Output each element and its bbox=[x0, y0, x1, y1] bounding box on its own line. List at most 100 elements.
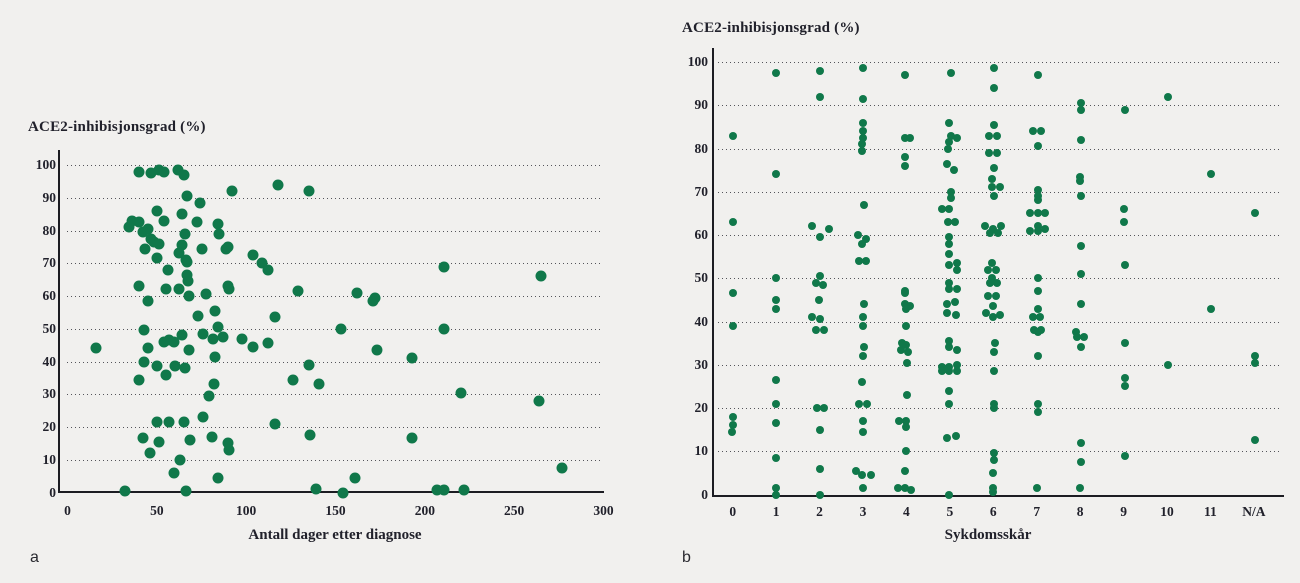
data-point bbox=[988, 259, 997, 268]
data-point bbox=[1033, 192, 1042, 201]
data-point bbox=[303, 185, 315, 197]
data-point bbox=[772, 375, 781, 384]
data-point bbox=[902, 321, 911, 330]
data-point bbox=[1250, 436, 1259, 445]
data-point bbox=[223, 444, 235, 456]
data-point bbox=[944, 367, 953, 376]
data-point bbox=[269, 311, 281, 323]
x-tick-label: 5 bbox=[946, 503, 954, 519]
data-point bbox=[990, 455, 999, 464]
data-point bbox=[944, 205, 953, 214]
data-point bbox=[1077, 99, 1086, 108]
y-tick-label: 50 bbox=[42, 320, 57, 336]
data-point bbox=[989, 224, 998, 233]
data-point bbox=[858, 133, 867, 142]
data-point bbox=[993, 131, 1002, 140]
data-point bbox=[903, 391, 912, 400]
data-point bbox=[172, 164, 184, 176]
data-point bbox=[990, 64, 999, 73]
y-tick-label: 80 bbox=[42, 222, 57, 238]
data-point bbox=[292, 285, 304, 297]
data-point bbox=[858, 94, 867, 103]
data-point bbox=[853, 231, 862, 239]
data-point bbox=[212, 472, 224, 484]
data-point bbox=[151, 360, 163, 372]
y-gridline bbox=[718, 321, 1280, 323]
data-point bbox=[901, 161, 910, 170]
x-tick-label: 4 bbox=[903, 503, 910, 519]
data-point bbox=[952, 285, 961, 294]
figure-a-y-axis-title: ACE2-inhibisjonsgrad (%) bbox=[28, 119, 206, 135]
data-point bbox=[772, 304, 781, 313]
data-point bbox=[438, 323, 450, 335]
data-point bbox=[1033, 70, 1042, 79]
data-point bbox=[857, 471, 866, 480]
data-point bbox=[153, 436, 165, 448]
data-point bbox=[897, 345, 906, 354]
x-tick-label: 150 bbox=[325, 503, 346, 518]
data-point bbox=[1076, 176, 1085, 185]
data-point bbox=[217, 331, 229, 343]
data-point bbox=[944, 285, 953, 294]
data-point bbox=[182, 275, 194, 287]
data-point bbox=[212, 321, 224, 333]
data-point bbox=[815, 425, 824, 434]
data-point bbox=[287, 374, 299, 385]
y-gridline bbox=[67, 296, 601, 297]
data-point bbox=[901, 70, 910, 79]
data-point bbox=[174, 454, 186, 466]
data-point bbox=[952, 360, 961, 369]
data-point bbox=[438, 261, 450, 273]
data-point bbox=[902, 447, 911, 456]
data-point bbox=[438, 484, 450, 496]
data-point bbox=[811, 278, 820, 287]
data-point bbox=[144, 447, 156, 459]
data-point bbox=[937, 367, 946, 376]
x-tick-label: 6 bbox=[989, 503, 997, 519]
data-point bbox=[990, 399, 999, 408]
data-point bbox=[812, 404, 821, 412]
data-point bbox=[1120, 373, 1129, 382]
data-point bbox=[772, 484, 781, 492]
data-point bbox=[857, 239, 866, 248]
data-point bbox=[262, 264, 274, 276]
data-point bbox=[335, 323, 347, 335]
figure-a-x-axis-title: Antall dager etter diagnose bbox=[248, 527, 422, 543]
data-point bbox=[906, 302, 915, 311]
data-point bbox=[946, 187, 955, 196]
data-point bbox=[168, 467, 180, 479]
data-point bbox=[858, 352, 867, 361]
y-gridline bbox=[67, 230, 601, 232]
data-point bbox=[1032, 484, 1041, 492]
data-point bbox=[173, 283, 185, 295]
data-point bbox=[458, 484, 470, 496]
data-point bbox=[533, 395, 545, 407]
data-point bbox=[1033, 142, 1042, 151]
data-point bbox=[1028, 313, 1037, 322]
data-point bbox=[985, 131, 994, 140]
data-point bbox=[181, 256, 193, 268]
data-point bbox=[814, 295, 823, 304]
data-point bbox=[907, 486, 916, 495]
y-gridline bbox=[67, 328, 601, 330]
data-point bbox=[772, 419, 781, 428]
data-point bbox=[145, 167, 157, 179]
data-point bbox=[212, 218, 224, 230]
data-point bbox=[169, 360, 181, 372]
data-point bbox=[944, 250, 953, 259]
data-point bbox=[772, 399, 781, 408]
y-gridline bbox=[718, 105, 1280, 107]
data-point bbox=[1077, 343, 1086, 352]
data-point bbox=[90, 342, 102, 354]
data-point bbox=[772, 453, 781, 462]
data-point bbox=[861, 256, 870, 265]
data-point bbox=[176, 208, 188, 220]
figure-b-x-axis bbox=[712, 495, 1284, 497]
data-point bbox=[943, 218, 952, 227]
y-gridline bbox=[67, 394, 601, 396]
data-point bbox=[1073, 332, 1082, 341]
data-point bbox=[990, 404, 999, 412]
x-tick-label: 8 bbox=[1076, 503, 1084, 519]
data-point bbox=[901, 153, 910, 162]
data-point bbox=[158, 215, 170, 227]
